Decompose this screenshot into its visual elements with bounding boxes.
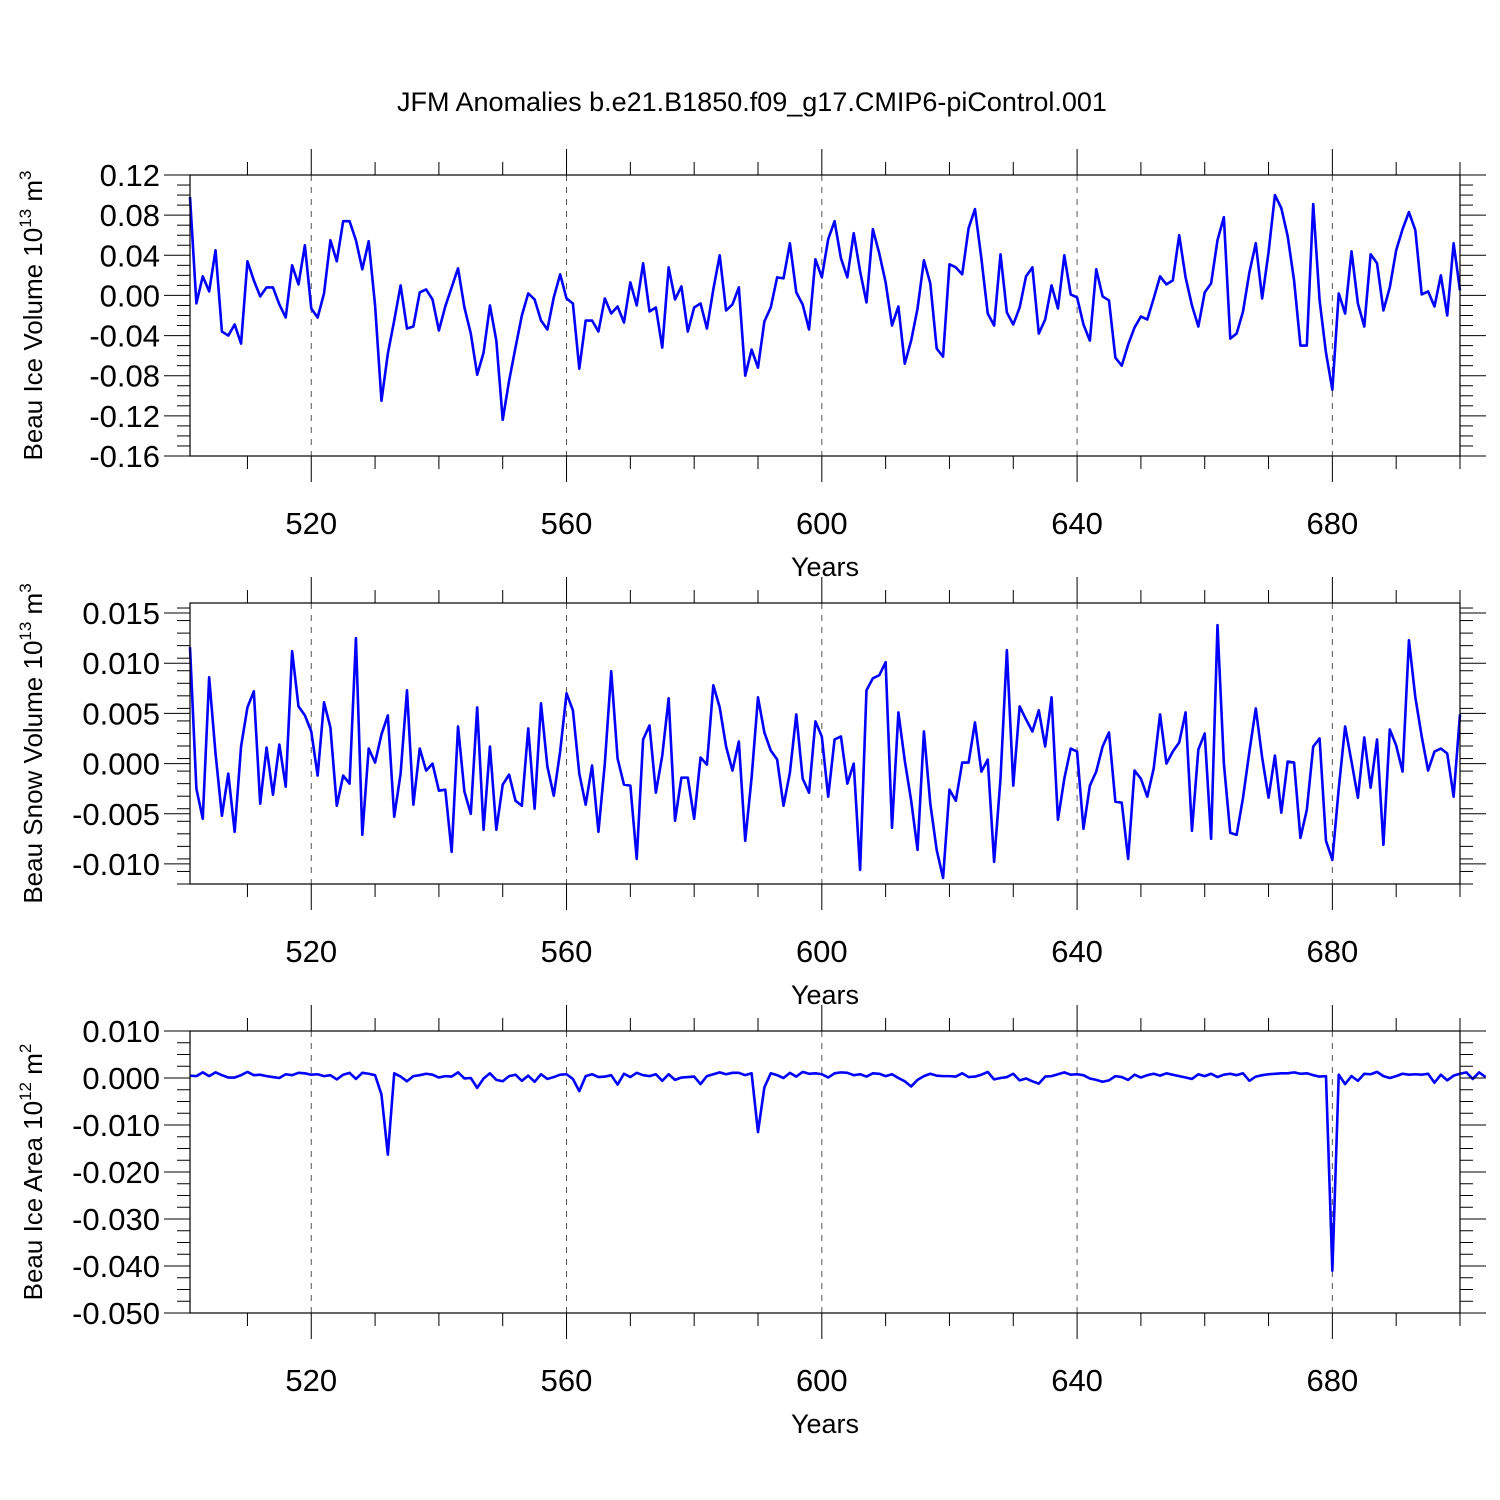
y-axis-label-exponent: 13 — [16, 209, 35, 228]
y-axis-label-unit-exponent: 3 — [16, 171, 35, 180]
y-axis-label: Beau Snow Volume 1013 m3 — [16, 583, 48, 903]
y-tick-label: 0.08 — [100, 198, 160, 233]
y-axis-label-unit-exponent: 3 — [16, 583, 35, 592]
x-tick-label: 560 — [541, 1363, 593, 1398]
x-tick-label: 600 — [796, 1363, 848, 1398]
x-tick-label: 640 — [1051, 1363, 1103, 1398]
y-axis-label-main: Beau Snow Volume 10 — [18, 641, 48, 904]
y-tick-label: 0.010 — [82, 646, 160, 681]
y-axis-label-main: Beau Ice Area 10 — [18, 1101, 48, 1300]
y-tick-label: -0.020 — [72, 1155, 160, 1190]
y-tick-label: 0.015 — [82, 596, 160, 631]
y-tick-label: -0.030 — [72, 1202, 160, 1237]
y-tick-label: -0.040 — [72, 1249, 160, 1284]
y-tick-label: -0.12 — [89, 399, 160, 434]
x-tick-label: 560 — [541, 934, 593, 969]
x-tick-label: 520 — [285, 934, 337, 969]
y-tick-label: 0.000 — [82, 1061, 160, 1096]
x-axis-label: Years — [791, 552, 859, 582]
y-axis-label-unit: m — [18, 1053, 48, 1082]
y-tick-label: -0.010 — [72, 1108, 160, 1143]
x-tick-label: 560 — [541, 506, 593, 541]
chart-panel-snow-volume: 520 560 600 640 680 0.015 0.010 0.005 0.000 -0.00… — [16, 577, 1486, 1010]
y-axis-label-exponent: 13 — [16, 622, 35, 641]
x-tick-label: 640 — [1051, 934, 1103, 969]
y-axis-label: Beau Ice Volume 1013 m3 — [16, 171, 48, 461]
y-tick-label: -0.04 — [89, 319, 160, 354]
x-axis-label: Years — [791, 1409, 859, 1439]
y-tick-label: 0.00 — [100, 278, 160, 313]
chart-panel-ice-area: 520 560 600 640 680 0.010 0.000 -0.010 -0.020 -0.… — [16, 1005, 1487, 1439]
x-tick-label: 640 — [1051, 506, 1103, 541]
y-tick-label: -0.050 — [72, 1296, 160, 1331]
x-tick-label: 680 — [1306, 934, 1358, 969]
x-tick-label: 520 — [285, 506, 337, 541]
y-axis-label-main: Beau Ice Volume 10 — [18, 228, 48, 461]
x-tick-label: 520 — [285, 1363, 337, 1398]
x-tick-label: 680 — [1306, 1363, 1358, 1398]
y-tick-label: -0.010 — [72, 847, 160, 882]
y-tick-label: -0.08 — [89, 359, 160, 394]
data-line-ice-area — [189, 1070, 1487, 1272]
y-axis-label: Beau Ice Area 1012 m2 — [16, 1044, 48, 1301]
y-tick-label: 0.010 — [82, 1014, 160, 1049]
x-axis-label: Years — [791, 980, 859, 1010]
figure-title: JFM Anomalies b.e21.B1850.f09_g17.CMIP6-… — [397, 87, 1107, 117]
y-tick-label: -0.16 — [89, 439, 160, 474]
y-axis-label-unit-exponent: 2 — [16, 1044, 35, 1053]
plot-frame — [189, 602, 1461, 885]
y-tick-label: 0.04 — [100, 238, 160, 273]
y-tick-label: 0.12 — [100, 158, 160, 193]
panels: 520 560 600 640 680 0.12 0.08 0.04 0.00 -0.04 -0.0… — [16, 149, 1487, 1439]
y-axis-label-unit: m — [18, 180, 48, 209]
x-tick-label: 600 — [796, 934, 848, 969]
y-axis-label-unit: m — [18, 593, 48, 622]
y-axis-label-exponent: 12 — [16, 1082, 35, 1101]
data-line-snow-volume — [188, 623, 1462, 880]
data-line-ice-volume — [188, 193, 1462, 422]
y-tick-label: 0.000 — [82, 747, 160, 782]
x-tick-label: 600 — [796, 506, 848, 541]
y-tick-label: -0.005 — [72, 797, 160, 832]
chart-panel-ice-volume: 520 560 600 640 680 0.12 0.08 0.04 0.00 -0.04 -0.0… — [16, 149, 1486, 582]
y-tick-label: 0.005 — [82, 696, 160, 731]
x-tick-label: 680 — [1306, 506, 1358, 541]
